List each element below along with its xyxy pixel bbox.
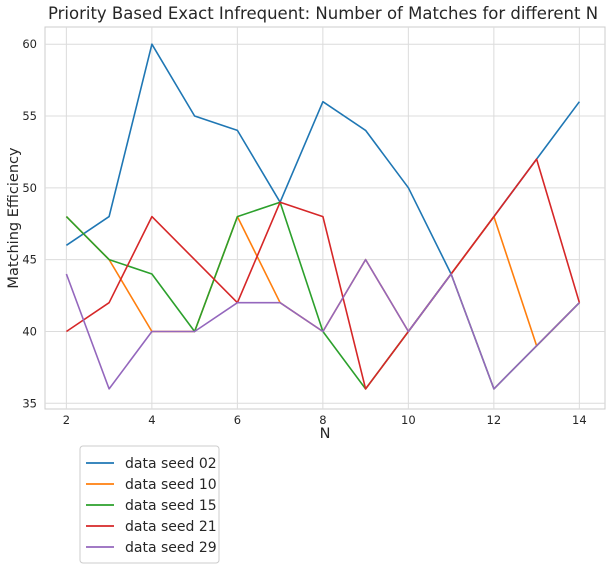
- legend-label: data seed 29: [125, 540, 217, 556]
- y-tick-label: 40: [22, 324, 37, 338]
- legend-label: data seed 02: [125, 456, 217, 472]
- x-axis-ticks: 2 4 6 8 10 12 14: [63, 413, 587, 427]
- legend-label: data seed 21: [125, 519, 217, 535]
- x-tick-label: 6: [234, 413, 241, 427]
- x-tick-label: 2: [63, 413, 70, 427]
- series-line-4: [65, 158, 581, 390]
- series-line-5: [65, 258, 580, 390]
- x-tick-label: 14: [572, 413, 587, 427]
- legend: data seed 02 data seed 10 data seed 15 data…: [79, 445, 220, 564]
- y-axis-label: Matching Efficiency: [6, 147, 22, 289]
- y-tick-label: 60: [22, 37, 37, 51]
- x-tick-label: 12: [487, 413, 502, 427]
- y-tick-label: 35: [22, 396, 37, 410]
- legend-label: data seed 15: [125, 498, 217, 514]
- chart-title: Priority Based Exact Infrequent: Number …: [48, 4, 598, 23]
- y-tick-label: 45: [22, 253, 37, 267]
- y-tick-label: 50: [22, 181, 37, 195]
- plot-area: [44, 26, 606, 410]
- legend-box: [79, 445, 220, 564]
- y-axis-ticks: 35 40 45 50 55 60: [22, 37, 37, 410]
- x-axis-label: N: [320, 426, 331, 442]
- series-lines: [65, 43, 581, 390]
- y-tick-label: 55: [22, 109, 37, 123]
- legend-label: data seed 10: [125, 477, 217, 493]
- x-tick-label: 8: [319, 413, 326, 427]
- x-tick-label: 4: [148, 413, 155, 427]
- x-tick-label: 10: [401, 413, 416, 427]
